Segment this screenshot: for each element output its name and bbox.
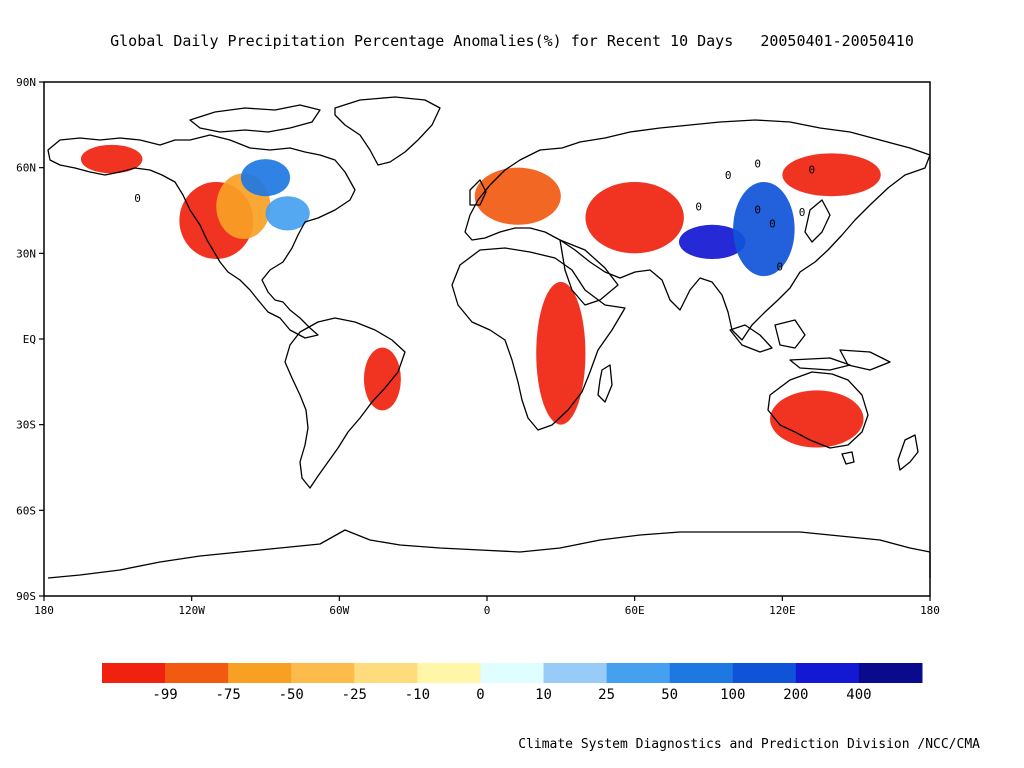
colorbar-swatch	[732, 663, 797, 683]
colorbar-swatch	[417, 663, 481, 683]
lat-tick-label: 30N	[16, 247, 36, 260]
colorbar-label: -50	[279, 687, 304, 703]
colorbar-swatch	[795, 663, 860, 683]
lon-tick-label: 180	[920, 604, 940, 617]
contour-zero-label: 0	[769, 218, 776, 231]
lon-tick-label: 60W	[329, 604, 349, 617]
colorbar-swatch	[354, 663, 418, 683]
coastline-japan	[804, 199, 831, 243]
anomaly-region-china-wet	[733, 181, 795, 277]
colorbar-swatch	[858, 663, 923, 683]
colorbar-swatch	[480, 663, 545, 683]
colorbar-swatch	[606, 663, 671, 683]
colorbar-label: 25	[598, 687, 615, 703]
anomaly-region-africa-dry	[536, 281, 586, 425]
colorbar-swatch	[669, 663, 734, 683]
chart-title: Global Daily Precipitation Percentage An…	[110, 32, 914, 50]
colorbar-label: 0	[476, 687, 484, 703]
colorbar-label: 200	[783, 687, 808, 703]
colorbar-swatch	[228, 663, 292, 683]
lat-tick-label: 60S	[16, 504, 36, 517]
anomaly-region-europe-mixed	[474, 167, 561, 225]
coastline-layer	[47, 96, 931, 579]
contour-zero-label: 0	[725, 169, 732, 182]
lon-tick-label: 120E	[769, 604, 796, 617]
colorbar-swatch	[291, 663, 355, 683]
colorbar-label: -10	[405, 687, 430, 703]
coastline-arabia	[559, 239, 619, 306]
contour-zero-label: 0	[695, 201, 702, 214]
coastline-australia	[767, 371, 869, 449]
anomaly-region-great-lakes-wet	[265, 196, 310, 231]
anomaly-region-australia-dry	[770, 390, 864, 448]
anomaly-region-central-asia-dry	[585, 181, 684, 254]
contour-zero-label: 0	[809, 163, 816, 176]
coastline-south-america	[284, 317, 406, 489]
lat-tick-label: 30S	[16, 419, 36, 432]
coastline-north-america	[47, 134, 356, 339]
colorbar-label: 400	[846, 687, 871, 703]
contour-zero-label: 0	[754, 203, 761, 216]
colorbar-label: 50	[661, 687, 678, 703]
coastline-new-guinea	[839, 349, 891, 371]
coastline-madagascar	[597, 364, 613, 403]
coastline-antarctica	[47, 529, 931, 579]
colorbar-swatch	[165, 663, 229, 683]
anomaly-region-canada-wet	[240, 159, 291, 197]
colorbar-label: -25	[342, 687, 367, 703]
contour-zero-label: 0	[799, 206, 806, 219]
anomaly-region-alaska-dry	[80, 144, 143, 174]
coastline-arctic-islands	[189, 104, 321, 133]
anomaly-region-tibet-wet	[678, 224, 746, 260]
lon-tick-label: 180	[34, 604, 54, 617]
colorbar: -99 -75 -50 -25 -10 0 10 25 50 100 200 400	[102, 663, 923, 703]
lat-tick-label: 90S	[16, 590, 36, 603]
anomaly-shading-layer	[80, 144, 881, 448]
anomaly-region-brazil-dry	[363, 347, 401, 411]
map-frame	[43, 81, 931, 597]
coastline-africa	[451, 247, 626, 431]
anomaly-region-siberia-dry	[782, 153, 881, 197]
colorbar-label: -99	[152, 687, 177, 703]
colorbar-swatch	[543, 663, 608, 683]
lon-tick-label: 60E	[625, 604, 645, 617]
colorbar-label: 10	[535, 687, 552, 703]
lat-tick-label: EQ	[23, 333, 36, 346]
coastline-british-isles	[469, 179, 487, 206]
coastline-tasmania	[841, 451, 855, 465]
coastline-new-zealand	[897, 434, 919, 471]
lon-tick-label: 0	[484, 604, 491, 617]
lon-tick-label: 120W	[178, 604, 205, 617]
coastline-greenland	[334, 96, 441, 166]
contour-zero-label: 0	[134, 192, 141, 205]
colorbar-swatch	[102, 663, 166, 683]
coastline-indonesia	[729, 319, 851, 371]
colorbar-label: -75	[216, 687, 241, 703]
contour-zero-label: 0	[754, 158, 761, 171]
coastline-eurasia	[464, 119, 931, 341]
contour-zero-label: 0	[777, 260, 784, 273]
credit-text: Climate System Diagnostics and Predictio…	[518, 737, 980, 752]
colorbar-label: 100	[720, 687, 745, 703]
lat-tick-label: 60N	[16, 162, 36, 175]
lat-tick-label: 90N	[16, 76, 36, 89]
